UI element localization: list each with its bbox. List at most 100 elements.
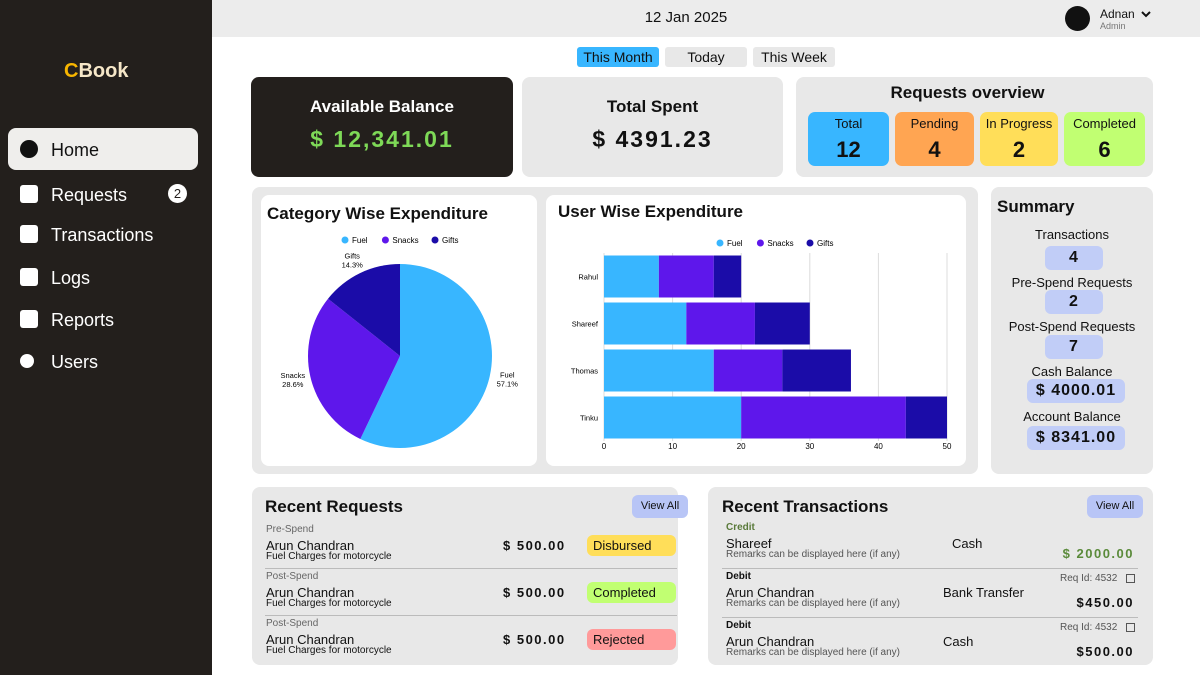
legend-label: Fuel <box>352 236 368 245</box>
bar-segment <box>658 255 714 298</box>
transaction-method: Cash <box>943 634 974 649</box>
pie-slice <box>308 298 400 439</box>
view-all-button[interactable]: View All <box>1087 495 1143 518</box>
nav-label: Reports <box>51 310 115 330</box>
date: 12 Jan 2025 <box>644 9 728 26</box>
available-card <box>251 77 513 177</box>
legend-label: Gifts <box>817 239 833 248</box>
section-title: Recent Requests <box>265 497 403 516</box>
bar-segment <box>741 396 906 439</box>
sidebar <box>0 0 212 675</box>
card-title: Requests overview <box>890 83 1045 102</box>
transaction-kind: Debit <box>726 571 751 582</box>
pie-slice <box>328 264 400 356</box>
request-amount: $ 500.00 <box>503 585 566 600</box>
bar-chart: Fuel Snacks Gifts 0 10 20 30 40 50 Rahul Shareef Th… <box>571 239 952 451</box>
logo-first: C <box>64 60 79 82</box>
bar-segment <box>604 255 659 298</box>
slice-value: 14.3% <box>342 261 364 270</box>
logo-rest: Book <box>78 60 129 82</box>
nav-label: Users <box>51 352 99 372</box>
filter-tab[interactable]: This Month <box>577 47 659 67</box>
legend-label: Gifts <box>442 236 458 245</box>
bar-segment <box>905 396 947 439</box>
nav-item[interactable]: Home <box>8 128 198 170</box>
transaction-amount: $500.00 <box>1076 644 1134 659</box>
tile-label: Total <box>834 116 863 131</box>
section-title: Recent Transactions <box>722 497 889 516</box>
nav-label: Logs <box>51 268 91 288</box>
transaction-remarks: Remarks can be displayed here (if any) <box>726 647 900 658</box>
row-divider <box>722 568 1138 569</box>
summary-value: 2 <box>1045 290 1103 314</box>
nav-icon <box>20 354 34 368</box>
view-all-button[interactable]: View All <box>632 495 688 518</box>
slice-value: 28.6% <box>282 380 304 389</box>
nav-item[interactable]: Requests 2 <box>8 173 198 215</box>
status-pill[interactable]: Completed <box>587 582 676 603</box>
tile-count: 6 <box>1098 137 1111 162</box>
request-id[interactable]: Req Id: 4532 <box>1060 622 1118 633</box>
dropdown-caret[interactable] <box>1140 9 1152 19</box>
request-id[interactable]: Req Id: 4532 <box>1060 573 1118 584</box>
filter-tab[interactable]: Today <box>665 47 747 67</box>
slice-value: 57.1% <box>497 379 519 388</box>
request-name: Arun Chandran <box>266 538 355 553</box>
external-link-icon[interactable] <box>1126 623 1135 632</box>
transaction-amount: $450.00 <box>1076 595 1134 610</box>
nav-item[interactable]: Logs <box>8 256 198 298</box>
nav-label: Home <box>51 140 100 160</box>
row-divider <box>722 617 1138 618</box>
tile-count: 4 <box>928 137 941 162</box>
nav-item[interactable]: Reports <box>8 298 198 340</box>
external-link-icon[interactable] <box>1126 574 1135 583</box>
x-tick-label: 20 <box>737 442 746 451</box>
transaction-kind: Credit <box>726 522 755 533</box>
slice-label: Gifts <box>345 252 361 261</box>
bar-segment <box>604 302 687 345</box>
filter-tab[interactable]: This Week <box>753 47 835 67</box>
slice-label: Fuel <box>500 370 515 379</box>
recent-transactions <box>708 487 1153 665</box>
request-desc: Fuel Charges for motorcycle <box>266 598 392 609</box>
nav-icon <box>20 225 38 243</box>
nav-item[interactable]: Transactions <box>8 213 198 255</box>
status-tile[interactable]: Pending 4 <box>895 112 974 166</box>
nav-icon <box>20 140 38 158</box>
tile-count: 2 <box>1012 137 1026 162</box>
transaction-kind: Debit <box>726 620 751 631</box>
request-desc: Fuel Charges for motorcycle <box>266 645 392 656</box>
user-name[interactable]: Adnan <box>1100 7 1135 21</box>
transaction-remarks: Remarks can be displayed here (if any) <box>726 549 900 560</box>
status-tile[interactable]: Total 12 <box>808 112 889 166</box>
status-tile[interactable]: Completed 6 <box>1064 112 1145 166</box>
user-role: Admin <box>1100 21 1126 31</box>
pie-chart: Fuel Snacks GiftsFuel57.1%Snacks28.6%Gifts… <box>280 236 519 448</box>
card-title: Total Spent <box>606 97 699 116</box>
nav-item[interactable]: Users <box>8 340 198 382</box>
request-amount: $ 500.00 <box>503 632 566 647</box>
logo: CBook <box>64 61 128 81</box>
transaction-remarks: Remarks can be displayed here (if any) <box>726 598 900 609</box>
x-tick-label: 40 <box>874 442 883 451</box>
status-pill[interactable]: Disbursed <box>587 535 676 556</box>
status-tile[interactable]: In Progress 2 <box>980 112 1058 166</box>
summary-value: $ 8341.00 <box>1027 426 1125 450</box>
summary-value: 4 <box>1045 246 1103 270</box>
avatar[interactable] <box>1065 6 1090 31</box>
bar-segment <box>686 302 755 345</box>
request-kind: Pre-Spend <box>266 524 314 535</box>
bar-segment <box>713 349 783 392</box>
summary-value: $ 4000.01 <box>1027 379 1125 403</box>
status-pill[interactable]: Rejected <box>587 629 676 650</box>
summary-label: Account Balance <box>1023 409 1121 424</box>
legend-label: Snacks <box>392 236 418 245</box>
summary-label: Cash Balance <box>1031 364 1113 379</box>
x-tick-label: 50 <box>943 442 952 451</box>
summary-label: Pre-Spend Requests <box>1011 275 1133 290</box>
bar-segment <box>782 349 851 392</box>
request-name: Arun Chandran <box>266 585 355 600</box>
legend-marker <box>756 239 764 247</box>
y-tick-label: Thomas <box>571 367 598 376</box>
row-divider <box>265 615 677 616</box>
